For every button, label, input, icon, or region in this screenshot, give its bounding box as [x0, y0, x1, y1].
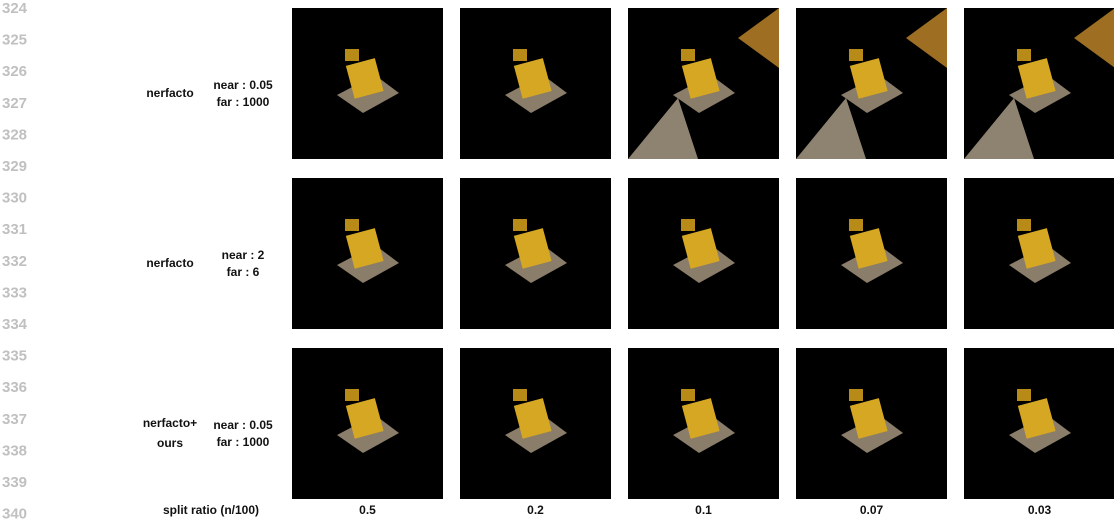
method-label: nerfacto — [146, 256, 193, 270]
far-label: far : 1000 — [217, 95, 270, 109]
line-number: 325 — [2, 32, 27, 49]
scene-object-arm — [849, 49, 863, 61]
line-number: 324 — [2, 0, 28, 17]
render-image — [460, 348, 611, 499]
render-image — [292, 8, 443, 159]
line-number: 327 — [2, 95, 27, 112]
far-label: far : 6 — [227, 265, 260, 279]
render-image — [964, 178, 1114, 329]
scene-object-arm — [513, 49, 527, 61]
far-label: far : 1000 — [217, 435, 270, 449]
render-image — [460, 8, 611, 159]
line-number: 329 — [2, 158, 27, 175]
scene-object-arm — [849, 219, 863, 231]
near-label: near : 2 — [222, 248, 265, 262]
column-label: 0.2 — [527, 503, 544, 517]
render-image — [964, 348, 1114, 499]
scene-object-arm — [345, 219, 359, 231]
render-image — [292, 348, 443, 499]
line-number: 331 — [2, 221, 27, 238]
scene-object-arm — [681, 219, 695, 231]
column-label: 0.07 — [860, 503, 884, 517]
line-number: 339 — [2, 474, 27, 491]
line-number: 328 — [2, 126, 27, 143]
column-label: 0.1 — [695, 503, 712, 517]
scene-object-arm — [345, 49, 359, 61]
line-number: 335 — [2, 348, 27, 365]
scene-object-arm — [513, 219, 527, 231]
figure: 324 325 326 327 328 329 330 331 332 333 334 335 336 3… — [0, 0, 1114, 522]
method-label: nerfacto+ — [143, 416, 197, 430]
scene-object-arm — [849, 389, 863, 401]
line-number: 336 — [2, 379, 27, 396]
line-number: 340 — [2, 506, 27, 522]
render-image — [796, 348, 947, 499]
line-number: 337 — [2, 411, 27, 428]
render-image — [628, 8, 779, 159]
page: 324 325 326 327 328 329 330 331 332 333 334 335 336 3… — [0, 0, 1114, 522]
render-image — [460, 178, 611, 329]
scene-object-arm — [513, 389, 527, 401]
render-image — [964, 8, 1114, 159]
line-number: 333 — [2, 284, 27, 301]
scene-object-arm — [681, 49, 695, 61]
method-label: nerfacto — [146, 86, 193, 100]
render-image — [796, 178, 947, 329]
line-number: 338 — [2, 442, 27, 459]
near-label: near : 0.05 — [213, 78, 273, 92]
render-image — [292, 178, 443, 329]
column-label: 0.03 — [1028, 503, 1052, 517]
column-label: 0.5 — [359, 503, 376, 517]
line-number: 332 — [2, 253, 27, 270]
scene-object-arm — [1017, 389, 1031, 401]
render-image — [796, 8, 947, 159]
column-axis-label: split ratio (n/100) — [163, 503, 259, 517]
line-number: 330 — [2, 190, 27, 207]
method-label: ours — [157, 436, 183, 450]
scene-object-arm — [1017, 49, 1031, 61]
render-image — [628, 178, 779, 329]
scene-object-arm — [345, 389, 359, 401]
line-number: 326 — [2, 63, 27, 80]
render-image — [628, 348, 779, 499]
scene-object-arm — [681, 389, 695, 401]
line-number: 334 — [2, 316, 28, 333]
near-label: near : 0.05 — [213, 418, 273, 432]
scene-object-arm — [1017, 219, 1031, 231]
